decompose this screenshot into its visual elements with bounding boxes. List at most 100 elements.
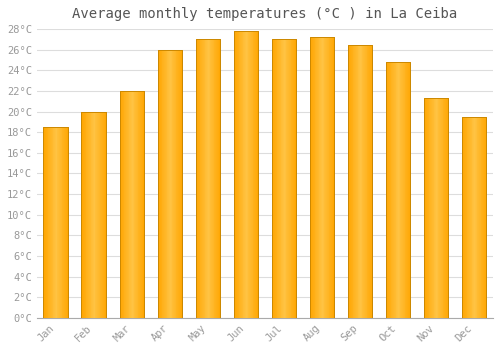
Bar xyxy=(282,39,283,318)
Bar xyxy=(434,98,435,318)
Bar xyxy=(61,127,62,318)
Bar xyxy=(122,91,123,318)
Bar xyxy=(324,37,326,318)
Bar xyxy=(441,98,442,318)
Bar xyxy=(348,44,372,318)
Bar xyxy=(398,62,399,318)
Bar xyxy=(88,112,89,318)
Bar xyxy=(236,31,237,318)
Bar xyxy=(478,117,479,318)
Bar xyxy=(135,91,136,318)
Bar xyxy=(158,50,159,318)
Title: Average monthly temperatures (°C ) in La Ceiba: Average monthly temperatures (°C ) in La… xyxy=(72,7,458,21)
Bar xyxy=(432,98,434,318)
Bar xyxy=(484,117,485,318)
Bar xyxy=(87,112,88,318)
Bar xyxy=(130,91,131,318)
Bar xyxy=(310,37,334,318)
Bar xyxy=(332,37,334,318)
Bar xyxy=(394,62,396,318)
Bar xyxy=(360,44,361,318)
Bar xyxy=(280,39,281,318)
Bar xyxy=(103,112,104,318)
Bar xyxy=(283,39,284,318)
Bar xyxy=(46,127,47,318)
Bar xyxy=(470,117,471,318)
Bar xyxy=(318,37,320,318)
Bar xyxy=(466,117,468,318)
Bar xyxy=(272,39,296,318)
Bar xyxy=(196,39,220,318)
Bar xyxy=(237,31,238,318)
Bar xyxy=(289,39,290,318)
Bar xyxy=(48,127,49,318)
Bar xyxy=(426,98,427,318)
Bar xyxy=(102,112,103,318)
Bar xyxy=(287,39,288,318)
Bar xyxy=(213,39,214,318)
Bar xyxy=(58,127,59,318)
Bar xyxy=(178,50,179,318)
Bar xyxy=(400,62,402,318)
Bar xyxy=(284,39,285,318)
Bar xyxy=(104,112,106,318)
Bar xyxy=(390,62,392,318)
Bar xyxy=(93,112,94,318)
Bar xyxy=(206,39,207,318)
Bar xyxy=(200,39,202,318)
Bar xyxy=(180,50,182,318)
Bar xyxy=(90,112,92,318)
Bar xyxy=(479,117,480,318)
Bar xyxy=(245,31,246,318)
Bar xyxy=(137,91,138,318)
Bar xyxy=(389,62,390,318)
Bar xyxy=(430,98,431,318)
Bar xyxy=(465,117,466,318)
Bar xyxy=(172,50,173,318)
Bar xyxy=(386,62,388,318)
Bar xyxy=(47,127,48,318)
Bar xyxy=(393,62,394,318)
Bar xyxy=(445,98,446,318)
Bar xyxy=(404,62,406,318)
Bar xyxy=(437,98,438,318)
Bar xyxy=(327,37,328,318)
Bar xyxy=(396,62,397,318)
Bar xyxy=(99,112,100,318)
Bar xyxy=(89,112,90,318)
Bar xyxy=(235,31,236,318)
Bar xyxy=(56,127,58,318)
Bar xyxy=(444,98,445,318)
Bar xyxy=(127,91,128,318)
Bar xyxy=(161,50,162,318)
Bar xyxy=(480,117,482,318)
Bar xyxy=(85,112,86,318)
Bar xyxy=(361,44,362,318)
Bar xyxy=(50,127,51,318)
Bar xyxy=(204,39,206,318)
Bar xyxy=(286,39,287,318)
Bar xyxy=(328,37,330,318)
Bar xyxy=(44,127,68,318)
Bar xyxy=(196,39,220,318)
Bar xyxy=(124,91,126,318)
Bar xyxy=(45,127,46,318)
Bar xyxy=(440,98,441,318)
Bar xyxy=(424,98,426,318)
Bar xyxy=(120,91,121,318)
Bar xyxy=(292,39,293,318)
Bar xyxy=(273,39,274,318)
Bar xyxy=(312,37,313,318)
Bar xyxy=(214,39,216,318)
Bar xyxy=(234,31,258,318)
Bar xyxy=(123,91,124,318)
Bar xyxy=(92,112,93,318)
Bar xyxy=(83,112,84,318)
Bar xyxy=(294,39,296,318)
Bar xyxy=(358,44,359,318)
Bar xyxy=(162,50,164,318)
Bar xyxy=(131,91,132,318)
Bar xyxy=(234,31,258,318)
Bar xyxy=(141,91,142,318)
Bar xyxy=(98,112,99,318)
